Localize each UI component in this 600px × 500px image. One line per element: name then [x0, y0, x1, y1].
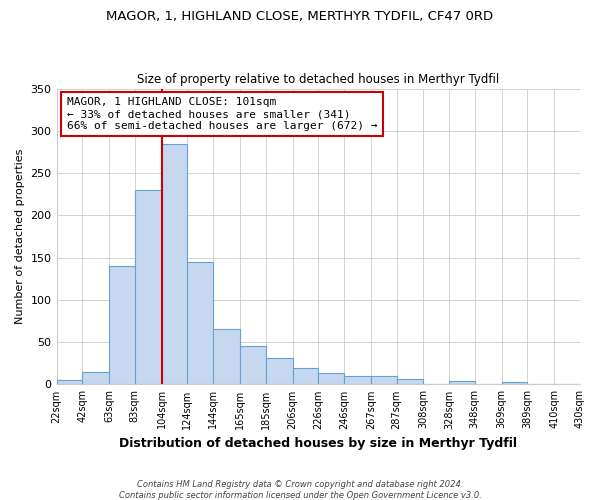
Y-axis label: Number of detached properties: Number of detached properties — [15, 149, 25, 324]
Bar — [449, 381, 475, 384]
Bar — [502, 382, 527, 384]
Text: MAGOR, 1, HIGHLAND CLOSE, MERTHYR TYDFIL, CF47 0RD: MAGOR, 1, HIGHLAND CLOSE, MERTHYR TYDFIL… — [106, 10, 494, 23]
Bar — [293, 368, 318, 384]
Bar — [187, 262, 213, 384]
Bar — [56, 380, 82, 384]
Bar — [344, 376, 371, 384]
Bar — [266, 358, 293, 384]
Bar — [240, 346, 266, 385]
Title: Size of property relative to detached houses in Merthyr Tydfil: Size of property relative to detached ho… — [137, 73, 499, 86]
X-axis label: Distribution of detached houses by size in Merthyr Tydfil: Distribution of detached houses by size … — [119, 437, 517, 450]
Bar — [109, 266, 135, 384]
Bar — [162, 144, 187, 384]
Bar — [318, 372, 344, 384]
Bar — [397, 378, 424, 384]
Text: MAGOR, 1 HIGHLAND CLOSE: 101sqm
← 33% of detached houses are smaller (341)
66% o: MAGOR, 1 HIGHLAND CLOSE: 101sqm ← 33% of… — [67, 98, 377, 130]
Text: Contains HM Land Registry data © Crown copyright and database right 2024.
Contai: Contains HM Land Registry data © Crown c… — [119, 480, 481, 500]
Bar — [371, 376, 397, 384]
Bar — [213, 330, 240, 384]
Bar — [135, 190, 162, 384]
Bar — [82, 372, 109, 384]
